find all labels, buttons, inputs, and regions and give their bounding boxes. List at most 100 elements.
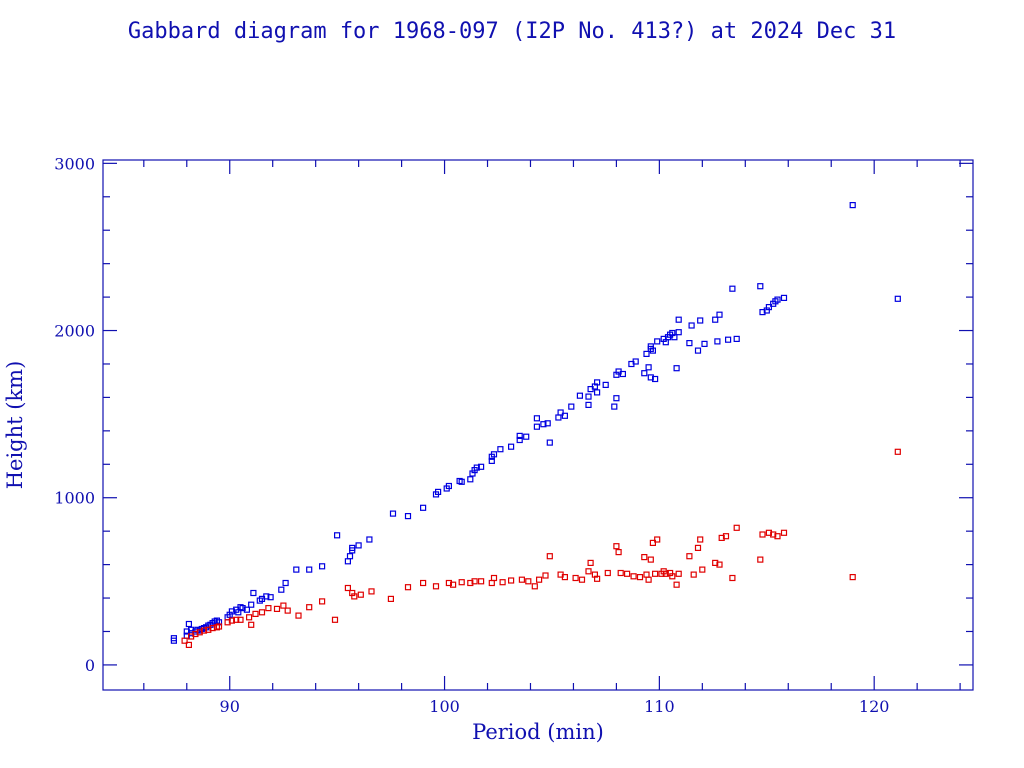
apogee-point	[733, 335, 740, 342]
apogee-point	[694, 347, 702, 354]
y-tick-label: 3000	[54, 154, 95, 173]
apogee-point	[894, 295, 901, 302]
perigee-point	[647, 556, 654, 563]
perigee-point	[368, 588, 375, 595]
perigee-point	[280, 602, 287, 609]
tick-labels: 90 100 110 120 0 1000 2000 3000	[54, 154, 889, 716]
perigee-point	[699, 566, 706, 573]
y-tick-label: 2000	[54, 322, 95, 341]
apogee-point	[334, 532, 341, 539]
apogee-point	[267, 594, 274, 601]
apogee-point	[404, 512, 412, 520]
perigee-point	[499, 579, 506, 586]
perigee-point	[181, 637, 188, 644]
perigee-point	[233, 616, 240, 623]
perigee-point	[561, 573, 569, 581]
perigee-point	[673, 581, 680, 588]
perigee-point	[215, 623, 223, 630]
apogee-point	[585, 401, 592, 408]
apogee-point	[697, 317, 704, 324]
apogee-point	[671, 334, 678, 341]
apogee-point	[643, 350, 650, 357]
perigee-point	[712, 559, 719, 567]
apogee-point	[673, 365, 680, 372]
perigee-point	[450, 581, 457, 588]
apogee-point	[282, 579, 289, 587]
y-axis-label: Height (km)	[3, 361, 27, 490]
perigee-point	[228, 617, 235, 624]
apogee-point	[593, 389, 601, 396]
data-points	[170, 202, 901, 649]
perigee-point	[404, 584, 412, 591]
apogee-point	[716, 311, 723, 318]
apogee-point	[632, 358, 639, 365]
perigee-point	[490, 574, 498, 582]
perigee-point	[641, 553, 648, 561]
perigee-point	[757, 556, 764, 563]
perigee-point	[344, 584, 351, 592]
apogee-point	[250, 589, 257, 597]
x-tick-label: 120	[859, 697, 890, 716]
perigee-point	[645, 576, 652, 583]
perigee-point	[694, 544, 702, 552]
perigee-point	[585, 568, 592, 575]
apogee-point	[688, 322, 695, 329]
perigee-point	[420, 579, 427, 587]
perigee-point	[258, 609, 266, 616]
apogee-point	[619, 370, 627, 378]
perigee-point	[185, 641, 192, 649]
apogee-point	[248, 601, 255, 608]
apogee-point	[344, 558, 351, 565]
perigee-point	[780, 529, 788, 536]
perigee-point	[284, 607, 291, 614]
apogee-point	[568, 403, 575, 410]
apogee-point	[490, 451, 498, 458]
apogee-point	[759, 309, 766, 316]
apogee-point	[544, 420, 551, 427]
perigee-point	[306, 604, 313, 611]
perigee-point	[387, 595, 394, 603]
perigee-point	[525, 578, 532, 585]
perigee-point	[252, 610, 259, 618]
perigee-point	[649, 539, 657, 547]
perigee-point	[546, 553, 553, 560]
perigee-point	[471, 578, 478, 585]
apogee-point	[647, 374, 654, 381]
perigee-point	[722, 533, 730, 540]
perigee-point	[675, 570, 682, 577]
apogee-point	[228, 608, 235, 615]
apogee-point	[516, 436, 523, 444]
apogee-point	[435, 488, 442, 495]
perigee-point	[686, 553, 693, 560]
apogee-point	[613, 395, 620, 402]
apogee-point	[497, 446, 504, 453]
apogee-point	[654, 338, 661, 345]
apogee-point	[714, 338, 721, 345]
perigee-point	[716, 561, 723, 568]
perigee-point	[518, 576, 526, 583]
perigee-point	[432, 583, 440, 590]
chart-title: Gabbard diagram for 1968-097 (I2P No. 41…	[128, 19, 896, 44]
perigee-point	[205, 626, 212, 633]
perigee-point	[615, 548, 622, 556]
apogee-point	[675, 316, 682, 323]
perigee-point	[662, 570, 669, 577]
perigee-point	[478, 578, 485, 585]
perigee-point	[458, 579, 465, 586]
perigee-point	[265, 604, 272, 612]
perigee-point	[237, 616, 244, 623]
apogee-point	[593, 379, 601, 386]
perigee-point	[351, 593, 358, 600]
apogee-point	[712, 316, 719, 323]
apogee-point	[488, 457, 495, 464]
apogee-point	[278, 586, 285, 593]
x-axis-label: Period (min)	[472, 720, 604, 744]
apogee-point	[239, 604, 246, 612]
perigee-point	[572, 574, 579, 582]
apogee-point	[445, 482, 452, 490]
apogee-point	[649, 347, 657, 354]
perigee-point	[445, 579, 452, 587]
apogee-point	[561, 412, 569, 419]
perigee-point	[331, 616, 339, 623]
perigee-point	[508, 577, 515, 584]
